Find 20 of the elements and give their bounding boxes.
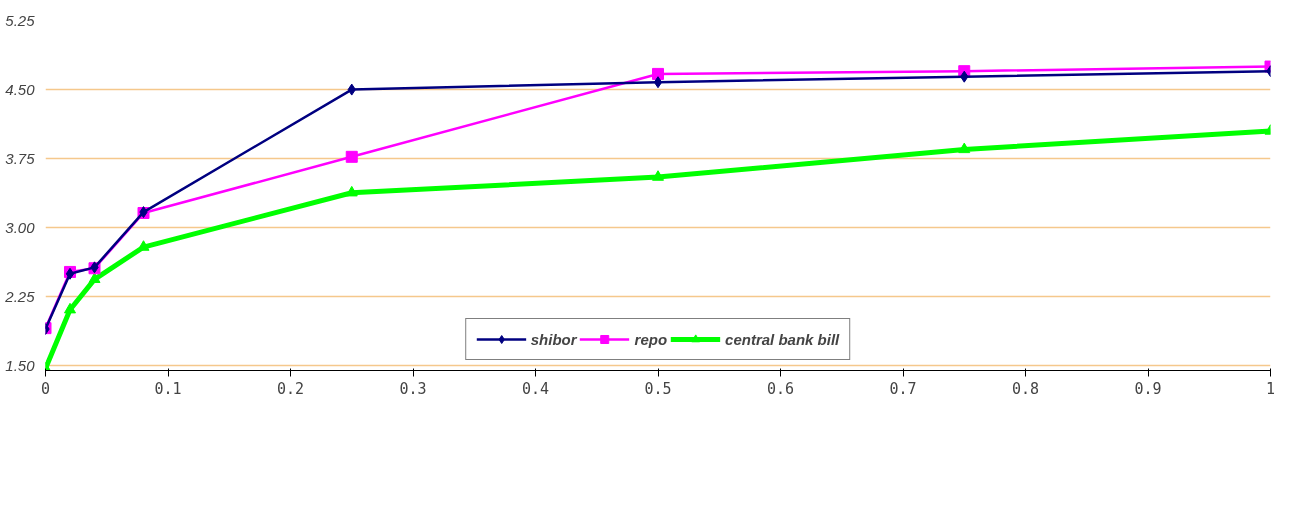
y-tick-label: 2.25: [4, 287, 36, 305]
y-tick-label: 5.25: [5, 11, 36, 29]
x-tick-label: 0.1: [154, 379, 182, 398]
y-tick-label: 3.00: [5, 218, 36, 236]
y-tick-label: 1.50: [5, 356, 36, 374]
x-tick-label: 0.8: [1011, 379, 1040, 398]
x-tick-label: 0.3: [399, 379, 427, 398]
x-tick-label: 0: [40, 379, 51, 398]
y-tick-label: 3.75: [5, 149, 36, 167]
x-tick-label: 1: [1265, 379, 1276, 398]
x-tick-label: 0.4: [521, 379, 550, 398]
legend-label: repo: [634, 330, 668, 348]
x-tick-label: 0.5: [644, 379, 672, 398]
x-tick-label: 0.7: [889, 379, 917, 398]
x-tick-label: 0.9: [1134, 379, 1162, 398]
x-tick-label: 0.2: [276, 379, 305, 398]
y-tick-label: 4.50: [5, 80, 36, 98]
x-tick-label: 0.6: [766, 379, 795, 398]
legend-label: central bank bill: [725, 330, 840, 348]
legend-label: shibor: [530, 330, 577, 348]
